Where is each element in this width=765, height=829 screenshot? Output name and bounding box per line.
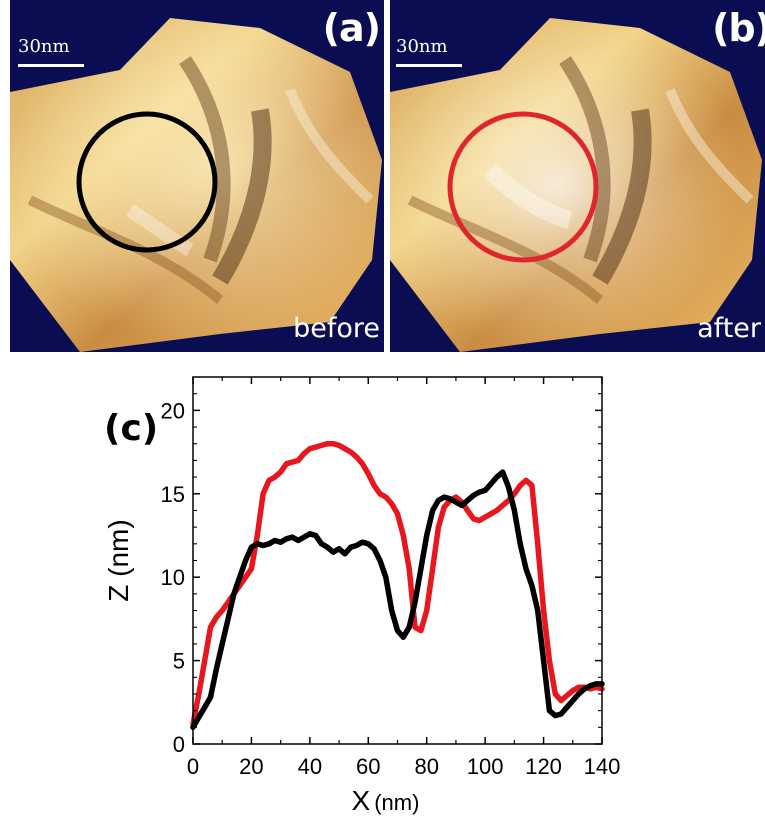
panel-label-c: (c) <box>104 408 158 449</box>
series-line-2 <box>190 469 605 731</box>
series-line-1 <box>190 440 605 727</box>
y-axis-label: Z (nm) <box>103 519 134 601</box>
y-tick-label: 0 <box>173 732 185 757</box>
scale-bar <box>396 64 462 67</box>
y-tick-label: 5 <box>173 649 185 674</box>
x-tick-label: 0 <box>187 754 199 779</box>
x-tick-label: 100 <box>467 754 504 779</box>
panel-label-b: (b) <box>712 6 765 50</box>
scale-label: 30nm <box>396 36 448 57</box>
afm-surface-image <box>10 18 382 352</box>
x-tick-label: 120 <box>525 754 562 779</box>
height-profile-chart: 0 20 40 60 80 100 120 140 0 5 10 15 20 X (nm) Z (nm) (c) <box>103 376 621 816</box>
caption-after: after <box>697 313 761 344</box>
afm-panel-after: 30nm (b) after <box>390 0 765 352</box>
x-tick-label: 80 <box>414 754 438 779</box>
y-tick-label: 20 <box>161 398 185 423</box>
panel-label-a: (a) <box>322 6 381 50</box>
x-tick-label: 60 <box>356 754 380 779</box>
x-axis-label: X (nm) <box>352 785 420 816</box>
afm-surface-image <box>390 18 762 352</box>
x-tick-label: 140 <box>584 754 621 779</box>
x-tick-label: 20 <box>239 754 263 779</box>
scale-label: 30nm <box>18 36 70 57</box>
x-tick-label: 40 <box>298 754 322 779</box>
y-tick-label: 10 <box>161 565 185 590</box>
caption-before: before <box>293 313 380 344</box>
highlight-circle-after <box>447 111 599 263</box>
afm-panel-before: 30nm (a) before <box>10 0 384 352</box>
highlight-circle-before <box>76 111 218 253</box>
scale-bar <box>18 64 84 67</box>
y-tick-label: 15 <box>161 482 185 507</box>
